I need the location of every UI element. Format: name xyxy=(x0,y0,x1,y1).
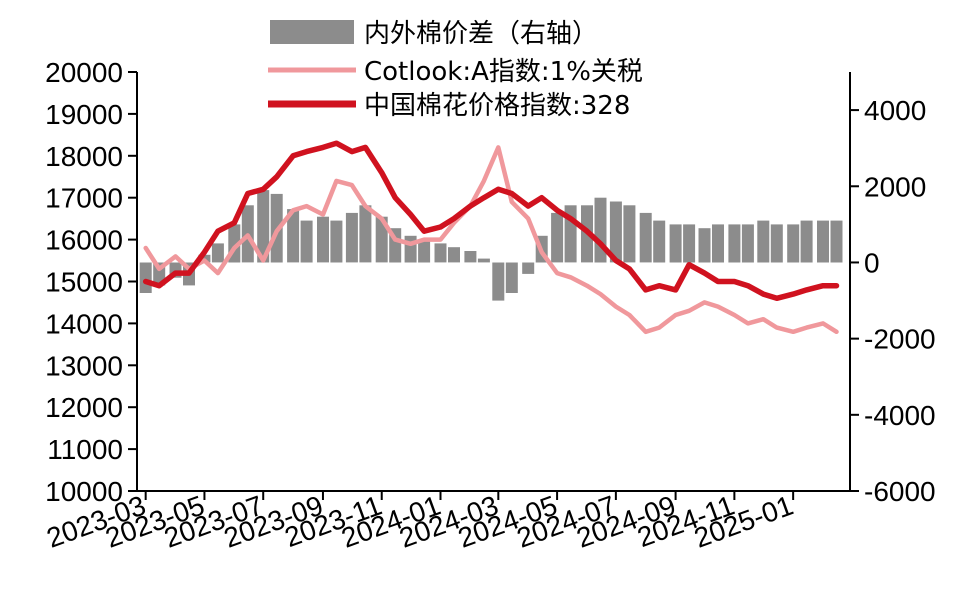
y2-tick-label: -2000 xyxy=(864,324,936,355)
legend-label-cotlook: Cotlook:A指数:1%关税 xyxy=(364,57,643,87)
bar xyxy=(830,220,843,263)
y2-tick-label: -6000 xyxy=(864,476,936,507)
bar xyxy=(300,220,313,263)
legend-label-spread: 内外棉价差（右轴） xyxy=(364,19,598,49)
y-tick-label: 10000 xyxy=(45,476,123,507)
y-tick-label: 12000 xyxy=(45,392,123,423)
y-tick-label: 14000 xyxy=(45,308,123,339)
y-tick-label: 17000 xyxy=(45,183,123,214)
bar xyxy=(317,216,329,263)
bar xyxy=(211,243,224,263)
bar xyxy=(770,224,783,263)
y2-tick-label: -4000 xyxy=(864,400,936,431)
bar xyxy=(257,190,270,263)
bar xyxy=(492,262,505,301)
bar xyxy=(330,220,343,263)
bar xyxy=(609,201,622,263)
bar xyxy=(551,212,564,263)
bar xyxy=(345,212,358,263)
y-tick-label: 11000 xyxy=(47,434,123,465)
bar xyxy=(477,258,490,263)
tick-labels: 10000 11000 12000 13000 14000 15000 16000 17000… xyxy=(43,57,936,554)
bar xyxy=(287,209,300,263)
y-tick-label: 18000 xyxy=(45,141,123,172)
bar xyxy=(522,262,535,274)
bar xyxy=(418,239,431,263)
bar xyxy=(669,224,682,263)
legend-swatch-spread xyxy=(270,20,354,44)
bar xyxy=(683,224,696,263)
bar xyxy=(359,205,372,263)
bar xyxy=(448,247,460,263)
series-line-cotlook xyxy=(143,145,839,335)
bar xyxy=(787,224,800,263)
series-line-china-index xyxy=(142,140,840,302)
bar xyxy=(653,220,666,263)
bar xyxy=(139,262,152,293)
bar xyxy=(375,216,388,263)
y2-tick-label: 2000 xyxy=(864,171,926,202)
y-tick-label: 15000 xyxy=(45,267,123,298)
y-tick-label: 19000 xyxy=(45,99,123,130)
bar xyxy=(639,212,652,263)
y-tick-label: 13000 xyxy=(45,350,123,381)
bar xyxy=(464,251,477,263)
legend: 内外棉价差（右轴） Cotlook:A指数:1%关税 中国棉花价格指数:328 xyxy=(268,19,643,121)
y-tick-label: 16000 xyxy=(45,225,123,256)
bar xyxy=(698,228,711,263)
bar xyxy=(741,224,754,263)
legend-label-china-index: 中国棉花价格指数:328 xyxy=(364,91,630,121)
bar xyxy=(623,205,636,263)
bar xyxy=(404,235,417,263)
y-tick-label: 20000 xyxy=(45,57,123,88)
bar xyxy=(505,262,518,293)
bar xyxy=(594,197,607,263)
bar xyxy=(712,224,724,263)
bar xyxy=(800,220,813,263)
y2-tick-label: 0 xyxy=(864,247,880,278)
bar xyxy=(728,224,741,263)
y2-tick-label: 4000 xyxy=(864,95,926,126)
bar xyxy=(434,243,447,263)
series-lines xyxy=(142,140,840,335)
bar xyxy=(817,220,829,263)
bar xyxy=(757,220,770,263)
tick-marks xyxy=(128,71,859,500)
